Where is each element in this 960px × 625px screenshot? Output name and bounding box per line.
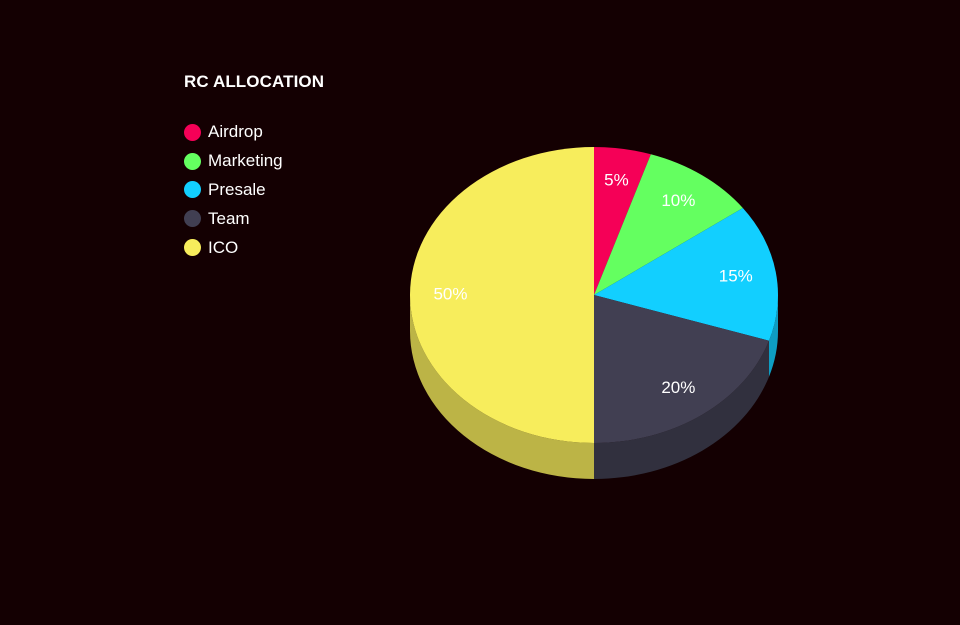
pie-slice-presale[interactable]: [594, 208, 778, 341]
legend: Airdrop Marketing Presale Team ICO: [184, 118, 283, 262]
slice-label-ico: 50%: [433, 284, 467, 303]
legend-label: Team: [208, 208, 250, 228]
legend-item-team[interactable]: Team: [184, 204, 283, 233]
pie-slice-team[interactable]: [594, 295, 769, 443]
legend-label: ICO: [208, 237, 239, 257]
legend-swatch: [184, 210, 201, 228]
legend-swatch: [184, 181, 201, 199]
pie-side-ico: [410, 295, 594, 479]
legend-label: Presale: [208, 179, 266, 199]
legend-item-ico[interactable]: ICO: [184, 233, 283, 262]
pie-slice-marketing[interactable]: [594, 154, 743, 295]
legend-item-marketing[interactable]: Marketing: [184, 147, 283, 176]
legend-swatch: [184, 152, 201, 170]
legend-swatch: [184, 123, 201, 141]
slice-label-marketing: 10%: [661, 191, 695, 210]
pie-slice-airdrop[interactable]: [594, 147, 651, 295]
pie-slice-ico[interactable]: [410, 147, 594, 443]
legend-item-airdrop[interactable]: Airdrop: [184, 118, 283, 147]
slice-label-team: 20%: [661, 378, 695, 397]
slice-label-presale: 15%: [719, 266, 753, 285]
legend-swatch: [184, 239, 201, 257]
legend-label: Airdrop: [208, 122, 263, 142]
slice-label-airdrop: 5%: [604, 170, 629, 189]
chart-title: RC ALLOCATION: [184, 72, 325, 91]
legend-item-presale[interactable]: Presale: [184, 176, 283, 205]
pie-side-presale: [768, 295, 778, 377]
legend-label: Marketing: [208, 151, 283, 171]
pie-side-team: [594, 340, 769, 479]
